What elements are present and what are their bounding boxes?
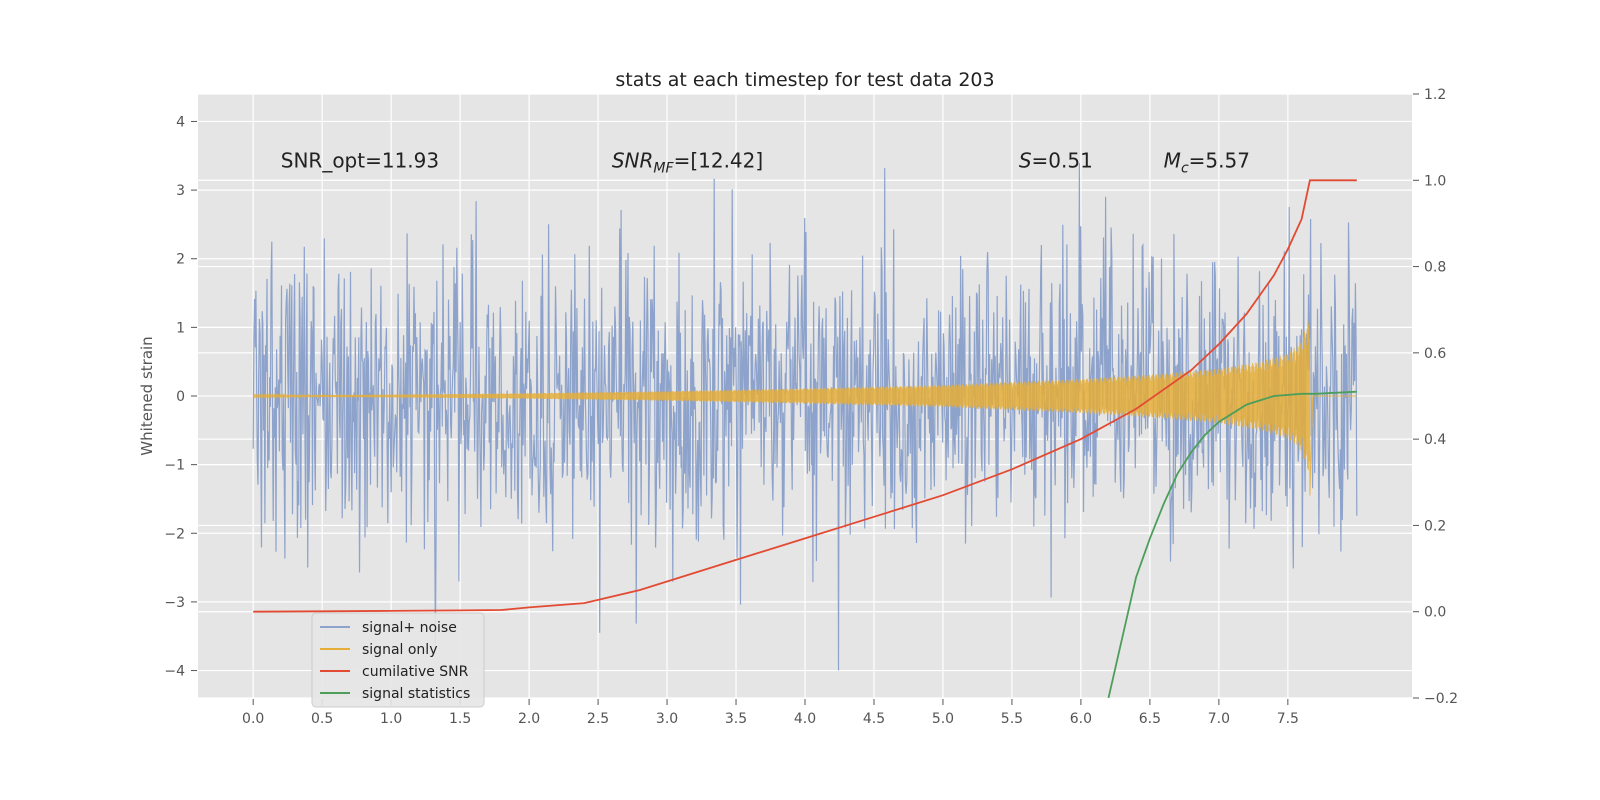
- y-tick-label: 1: [176, 320, 185, 336]
- left-y-axis: 4 3 2 1 0 −1 −2 −3 −4: [164, 114, 197, 680]
- y-axis-label: Whitened strain: [138, 336, 156, 455]
- y-tick-label: 4: [176, 114, 185, 130]
- legend-label: signal+ noise: [362, 620, 457, 636]
- y-tick-label: 2: [176, 252, 185, 268]
- x-tick-label: 5.0: [932, 711, 954, 727]
- chart-title: stats at each timestep for test data 203: [615, 69, 994, 91]
- x-tick-label: 1.5: [449, 711, 471, 727]
- x-tick-label: 5.5: [1001, 711, 1023, 727]
- legend-label: signal statistics: [362, 686, 470, 702]
- x-tick-label: 0.5: [311, 711, 333, 727]
- cumulative-snr-series: [253, 179, 1357, 613]
- x-tick-label: 7.5: [1277, 711, 1299, 727]
- y2-tick-label: −0.2: [1424, 691, 1458, 707]
- x-axis: 0.0 0.5 1.0 1.5 2.0 2.5 3.0 3.5 4.0 4.5 5.0 5.5 6.0 6…: [242, 699, 1299, 727]
- signal-only-line: [252, 321, 1357, 496]
- legend: signal+ noise signal only cumilative SNR si…: [311, 612, 485, 708]
- x-tick-label: 1.0: [380, 711, 402, 727]
- y-tick-label: −1: [164, 458, 185, 474]
- y2-tick-label: 0.8: [1424, 260, 1446, 276]
- legend-label: signal only: [362, 642, 437, 658]
- legend-box: [311, 612, 485, 708]
- signal-statistics-series: [1107, 390, 1357, 698]
- x-tick-label: 2.0: [518, 711, 540, 727]
- annotation-text: SNRMF=[12.42]: [612, 149, 763, 177]
- x-tick-label: 6.0: [1070, 711, 1092, 727]
- signal-only-series: [252, 321, 1357, 496]
- y2-tick-label: 0.2: [1424, 518, 1446, 534]
- y-tick-label: 3: [176, 183, 185, 199]
- y2-tick-label: 0.0: [1424, 605, 1446, 621]
- x-tick-label: 4.0: [794, 711, 816, 727]
- right-y-axis: 1.2 1.0 0.8 0.6 0.4 0.2 0.0 −0.2: [1413, 87, 1458, 707]
- signal-statistics-line: [1107, 390, 1357, 698]
- x-tick-label: 7.0: [1208, 711, 1230, 727]
- signal-plus-noise-series: [252, 163, 1358, 671]
- y-tick-label: −4: [164, 664, 185, 680]
- legend-label: cumilative SNR: [362, 664, 469, 680]
- y-tick-label: 0: [176, 389, 185, 405]
- annotation-text: Mc=5.57: [1164, 149, 1250, 177]
- y2-tick-label: 0.6: [1424, 346, 1446, 362]
- y-tick-label: −3: [164, 595, 185, 611]
- annotations: SNR_opt=11.93 SNRMF=[12.42] S=0.51 Mc=5.57: [281, 149, 1250, 177]
- y-tick-label: −2: [164, 526, 185, 542]
- x-tick-label: 2.5: [587, 711, 609, 727]
- x-tick-label: 4.5: [863, 711, 885, 727]
- x-tick-label: 3.0: [656, 711, 678, 727]
- x-tick-label: 3.5: [725, 711, 747, 727]
- annotation-text: S=0.51: [1019, 149, 1093, 173]
- y2-tick-label: 0.4: [1424, 432, 1446, 448]
- annotation-text: SNR_opt=11.93: [281, 149, 439, 173]
- y2-tick-label: 1.2: [1424, 87, 1446, 103]
- cumulative-snr-line: [253, 179, 1357, 613]
- x-tick-label: 0.0: [242, 711, 264, 727]
- signal-plus-noise-line: [252, 163, 1358, 671]
- y2-tick-label: 1.0: [1424, 173, 1446, 189]
- x-tick-label: 6.5: [1139, 711, 1161, 727]
